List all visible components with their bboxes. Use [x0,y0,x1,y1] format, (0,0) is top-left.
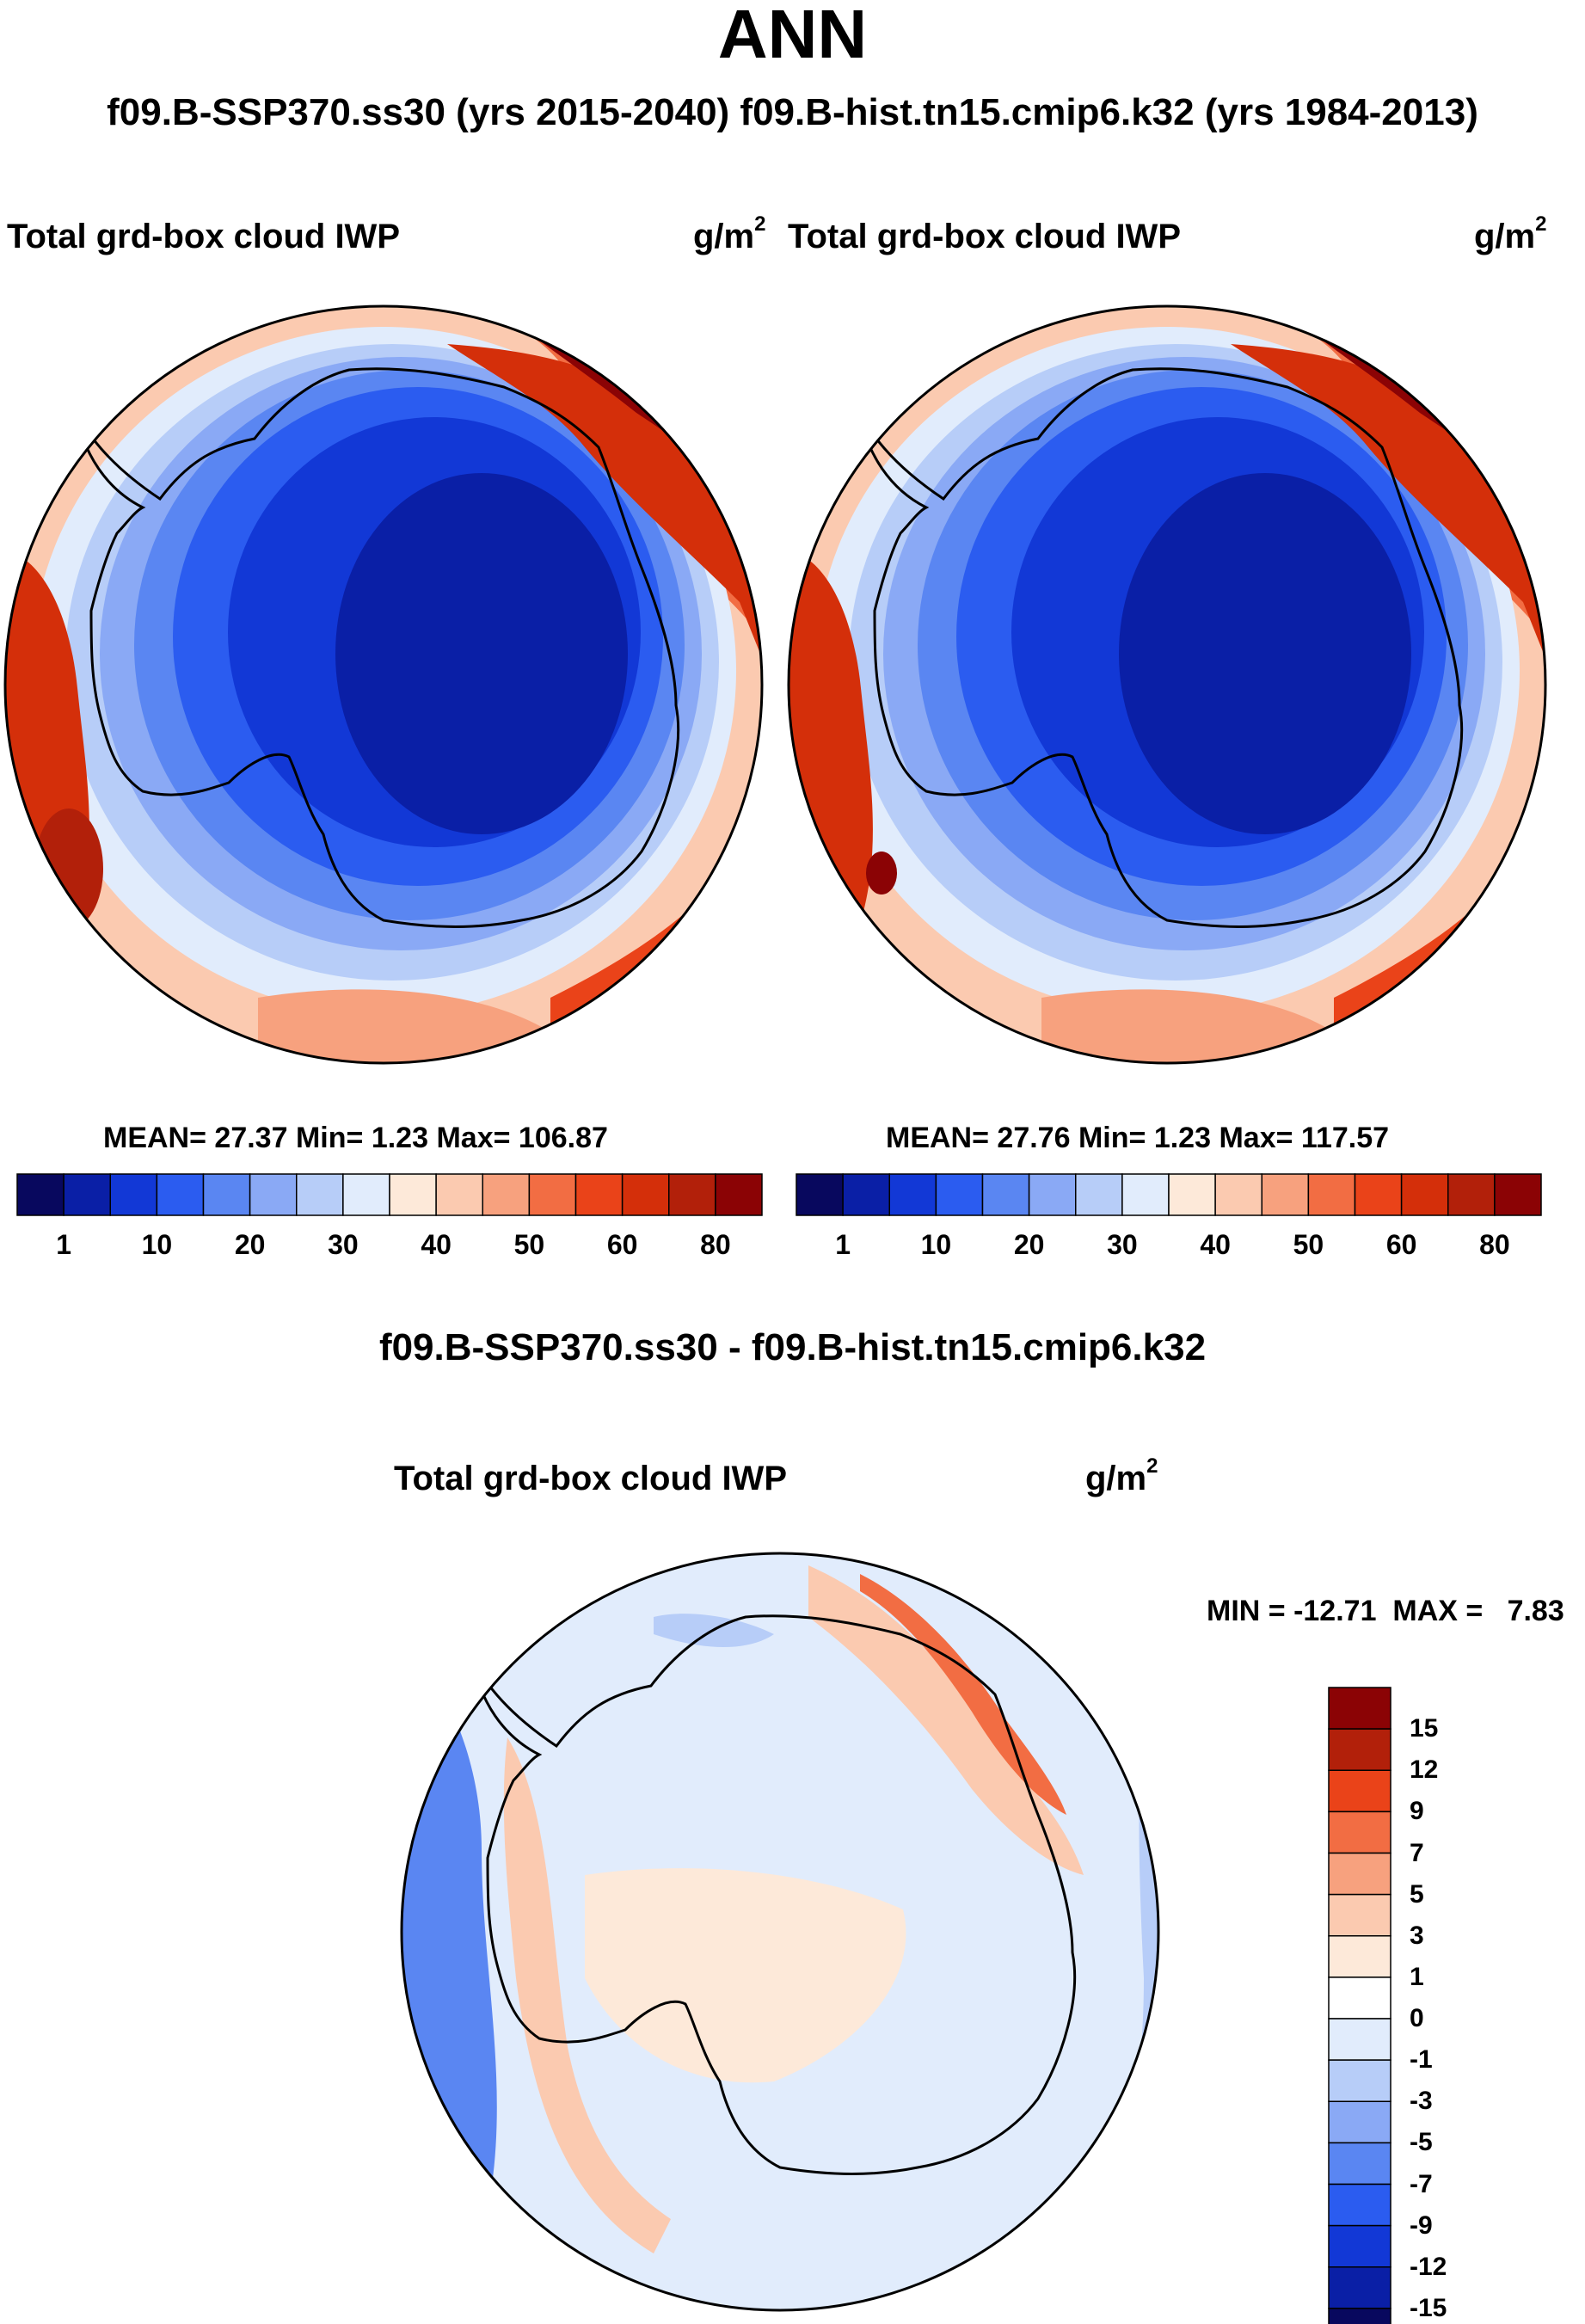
colorbar-tick-label: -3 [1410,2087,1433,2116]
right-panel-title: Total grd-box cloud IWP [788,218,1181,255]
left-panel-units: g/m2 [693,212,766,256]
colorbar-tick-label: 1 [835,1229,851,1260]
colorbar-tick-label: 10 [920,1229,952,1260]
colorbar-tick-label: 7 [1410,1838,1424,1867]
colorbar-swatch [296,1173,344,1216]
colorbar-swatch [1261,1173,1310,1216]
colorbar-tick-label: -15 [1410,2293,1447,2322]
colorbar-swatch [981,1173,1030,1216]
colorbar-swatch [528,1173,577,1216]
colorbar-tick-label: 60 [1385,1229,1417,1260]
left-map [5,306,762,1063]
colorbar-swatch [482,1173,531,1216]
colorbar-swatch [1328,2266,1391,2309]
colorbar-swatch [621,1173,670,1216]
colorbar-swatch [1328,1893,1391,1937]
left-panel-title: Total grd-box cloud IWP [7,218,400,255]
colorbar-swatch [1400,1173,1449,1216]
colorbar-tick-label: 80 [700,1229,731,1260]
colorbar-tick-label: 80 [1479,1229,1510,1260]
colorbar-tick-label: 15 [1410,1714,1439,1743]
colorbar-tick-label: 1 [1410,1962,1424,1991]
colorbar-swatch [109,1173,158,1216]
right-map [789,306,1545,1063]
colorbar-swatch [668,1173,716,1216]
colorbar-swatch [1328,1728,1391,1771]
colorbar-tick-label: 40 [421,1229,452,1260]
colorbar-tick-label: 60 [606,1229,638,1260]
colorbar-tick-label: 50 [1293,1229,1324,1260]
colorbar-swatch [156,1173,205,1216]
difference-panel-title: Total grd-box cloud IWP [394,1460,787,1497]
colorbar-swatch [1328,1811,1391,1854]
colorbar-tick-label: 40 [1200,1229,1231,1260]
colorbar-swatch [1328,1935,1391,1978]
colorbar-swatch [1328,1852,1391,1896]
right-colorbar [796,1173,1542,1216]
colorbar-tick-label: 5 [1410,1879,1424,1909]
colorbar-tick-label: 3 [1410,1921,1424,1950]
main-title: ANN [717,0,868,72]
colorbar-tick-label: -7 [1410,2169,1433,2198]
colorbar-swatch [1328,1977,1391,2020]
colorbar-tick-label: -5 [1410,2128,1433,2157]
colorbar-swatch [1328,2183,1391,2227]
colorbar-swatch [888,1173,937,1216]
difference-panel-units: g/m2 [1085,1454,1158,1498]
colorbar-swatch [842,1173,890,1216]
colorbar-swatch [1447,1173,1496,1216]
left-panel-stats: MEAN= 27.37 Min= 1.23 Max= 106.87 [103,1122,608,1154]
colorbar-swatch [63,1173,111,1216]
difference-colorbar [1328,1687,1391,2324]
colorbar-tick-label: 1 [56,1229,72,1260]
colorbar-swatch [1328,2018,1391,2061]
colorbar-tick-label: 20 [234,1229,266,1260]
colorbar-tick-label: 12 [1410,1755,1439,1785]
colorbar-swatch [1354,1173,1403,1216]
colorbar-swatch [1494,1173,1542,1216]
colorbar-swatch [1214,1173,1262,1216]
case-subtitle: f09.B-SSP370.ss30 (yrs 2015-2040) f09.B-… [107,91,1478,133]
left-colorbar [16,1173,763,1216]
difference-title: f09.B-SSP370.ss30 - f09.B-hist.tn15.cmip… [378,1326,1207,1368]
colorbar-swatch [202,1173,251,1216]
colorbar-swatch [16,1173,65,1216]
colorbar-swatch [574,1173,624,1216]
colorbar-swatch [389,1173,437,1216]
colorbar-swatch [1307,1173,1356,1216]
difference-minmax: MIN = -12.71 MAX = 7.83 [1207,1595,1564,1627]
colorbar-swatch [1328,2059,1391,2102]
colorbar-tick-label: 30 [328,1229,359,1260]
colorbar-swatch [1328,2224,1391,2268]
colorbar-swatch [1328,1687,1391,1730]
colorbar-swatch [1028,1173,1077,1216]
colorbar-swatch [249,1173,298,1216]
colorbar-tick-label: 10 [141,1229,173,1260]
colorbar-swatch [935,1173,984,1216]
colorbar-tick-label: 30 [1107,1229,1138,1260]
colorbar-swatch [1168,1173,1216,1216]
right-panel-stats: MEAN= 27.76 Min= 1.23 Max= 117.57 [886,1122,1390,1154]
colorbar-swatch [1075,1173,1123,1216]
colorbar-tick-label: -12 [1410,2252,1447,2281]
colorbar-tick-label: -9 [1410,2210,1433,2240]
colorbar-swatch [1328,2308,1391,2324]
colorbar-swatch [1328,2142,1391,2186]
colorbar-tick-label: -1 [1410,2045,1433,2075]
colorbar-tick-label: 50 [513,1229,545,1260]
colorbar-swatch [1328,2100,1391,2144]
colorbar-swatch [1328,1769,1391,1813]
colorbar-tick-label: 20 [1013,1229,1045,1260]
colorbar-swatch [1121,1173,1170,1216]
colorbar-tick-label: 9 [1410,1797,1424,1826]
colorbar-swatch [342,1173,390,1216]
right-panel-units: g/m2 [1474,212,1547,256]
colorbar-swatch [435,1173,483,1216]
colorbar-swatch [796,1173,844,1216]
colorbar-tick-label: 0 [1410,2004,1424,2032]
colorbar-swatch [715,1173,763,1216]
